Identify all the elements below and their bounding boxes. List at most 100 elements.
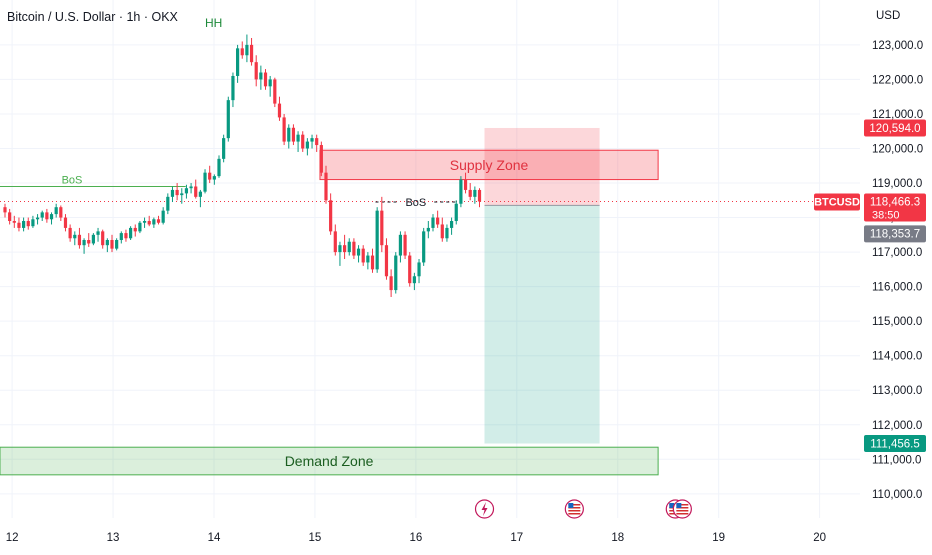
candle-body — [370, 255, 375, 270]
candle-body — [263, 72, 268, 87]
candle-body — [352, 241, 356, 256]
candle-body — [231, 75, 235, 101]
us-flag-event-icon — [564, 499, 584, 519]
candle-body — [268, 79, 272, 87]
candle-body — [212, 176, 216, 180]
candle-body — [3, 207, 7, 213]
candle-body — [138, 222, 142, 232]
candle-body — [436, 217, 440, 225]
candle-body — [87, 240, 91, 244]
candle-body — [142, 221, 147, 223]
candle-body — [282, 117, 286, 142]
candle-body — [445, 227, 449, 239]
candle-body — [319, 145, 323, 173]
candle-body — [342, 245, 347, 253]
currency-selector[interactable]: USD — [876, 10, 901, 22]
candle-body — [208, 172, 212, 180]
flag-stripe — [676, 510, 689, 512]
y-tick-label: 115,000.0 — [872, 316, 922, 328]
candle-body — [301, 134, 305, 149]
last-price-tag — [864, 193, 926, 222]
candle-body — [347, 241, 351, 253]
candle-body — [324, 172, 328, 201]
y-tick-label: 123,000.0 — [872, 40, 923, 52]
candle-body — [152, 219, 156, 225]
y-tick-label: 116,000.0 — [872, 282, 922, 294]
y-tick-label: 112,000.0 — [872, 420, 922, 432]
candle-body — [198, 191, 202, 197]
candle-body — [431, 217, 435, 228]
y-tick-label: 111,000.0 — [872, 454, 921, 466]
y-tick-label: 117,000.0 — [872, 247, 922, 259]
candle-body — [291, 127, 296, 142]
candle-body — [189, 186, 193, 189]
candle-body — [477, 189, 482, 202]
candle-body — [156, 219, 161, 223]
candle-body — [422, 231, 426, 263]
candle-body — [175, 189, 179, 196]
y-tick-label: 119,000.0 — [872, 178, 922, 190]
stop-loss-zone — [484, 127, 600, 206]
candle-body — [329, 200, 333, 232]
y-tick-label: 113,000.0 — [872, 385, 922, 397]
candle-body — [259, 72, 263, 80]
y-tick-label: 122,000.0 — [872, 74, 923, 86]
candle-body — [31, 219, 35, 227]
flag-stripe — [568, 507, 581, 509]
y-tick-label: 114,000.0 — [872, 351, 922, 363]
y-tick-label: 110,000.0 — [872, 489, 922, 501]
candle-body — [380, 210, 384, 246]
flag-canton — [676, 503, 682, 508]
x-tick-label: 14 — [208, 532, 221, 544]
lightning-bolt-icon — [481, 502, 488, 516]
flag-stripe — [568, 510, 581, 512]
stop-price-tag-text: 120,594.0 — [869, 123, 920, 135]
candle-body — [115, 240, 119, 249]
candle-body — [147, 221, 151, 225]
candle-body — [77, 234, 82, 246]
countdown-text: 38:50 — [872, 209, 900, 221]
candle-body — [375, 210, 379, 270]
candle-body — [315, 138, 319, 146]
candle-body — [310, 138, 314, 142]
candle-body — [459, 179, 463, 204]
demand-zone — [0, 446, 659, 476]
y-tick-label: 120,000.0 — [872, 143, 923, 155]
candle-body — [184, 188, 189, 194]
candle-body — [133, 227, 137, 232]
candle-body — [119, 233, 123, 241]
x-tick-label: 20 — [813, 532, 826, 544]
candle-body — [8, 212, 12, 222]
candle-body — [203, 172, 207, 192]
candle-body — [180, 193, 184, 196]
candle-body — [426, 227, 430, 232]
candle-body — [389, 276, 393, 291]
x-tick-label: 18 — [611, 532, 624, 544]
flag-canton — [568, 503, 574, 508]
last-price-text: 118,466.3 — [870, 196, 920, 208]
candle-body — [384, 245, 389, 277]
candle-body — [361, 248, 365, 263]
candle-body — [240, 48, 244, 56]
price-axis — [860, 0, 932, 550]
candle-body — [12, 221, 16, 223]
candle-body — [91, 234, 95, 244]
candle-body — [161, 210, 165, 223]
chart-title: Bitcoin / U.S. Dollar · 1h · OKX — [7, 10, 178, 24]
candle-body — [273, 79, 277, 104]
candle-body — [473, 189, 477, 197]
candle-body — [96, 231, 100, 235]
us-flag-event-icon — [672, 499, 692, 519]
candle-body — [40, 212, 44, 218]
target-price-tag-text: 111,456.5 — [870, 439, 919, 451]
candle-body — [129, 227, 133, 239]
take-profit-zone — [484, 205, 600, 444]
target-price-tag — [864, 435, 926, 453]
stop-price-tag — [864, 119, 926, 137]
flag-stripe — [676, 504, 689, 506]
candle-body — [45, 212, 49, 220]
candle-body — [194, 186, 198, 197]
hh-label: HH — [205, 16, 223, 30]
